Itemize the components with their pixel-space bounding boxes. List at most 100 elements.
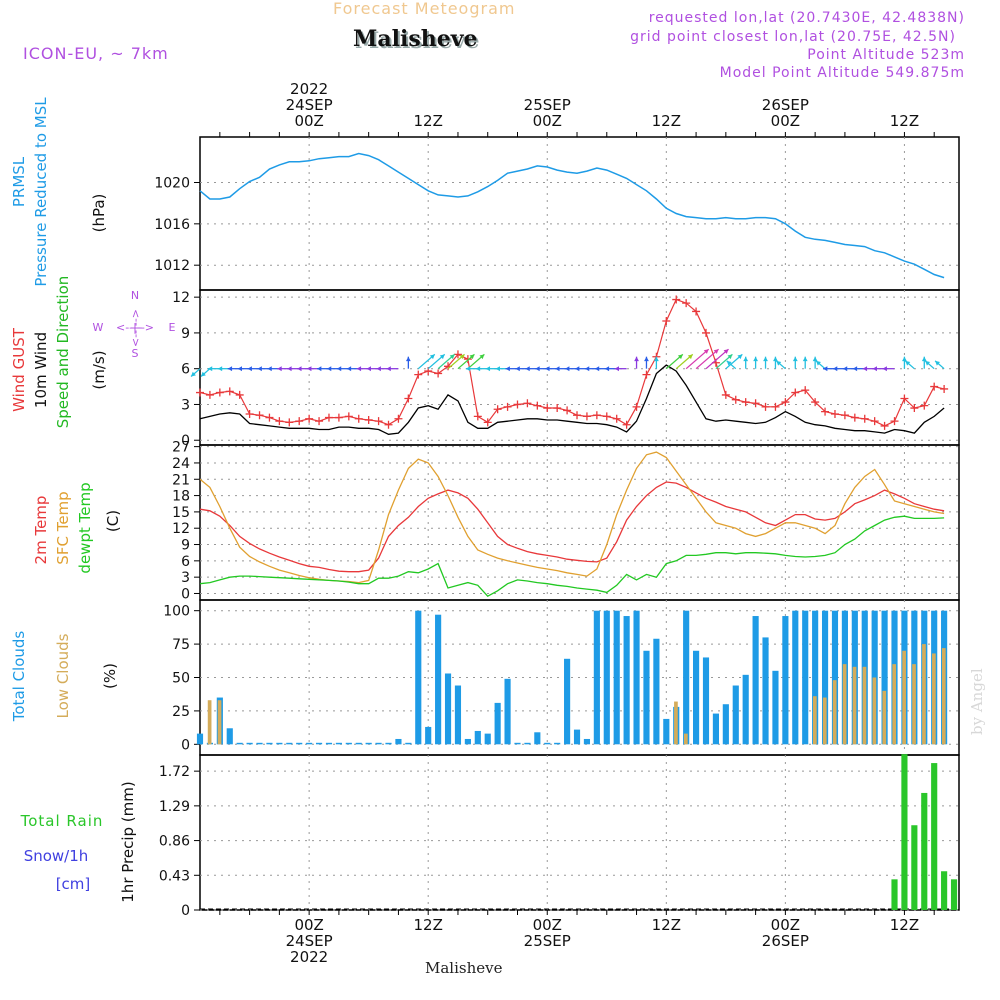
wind-arrow-head xyxy=(935,360,941,366)
wind-gust-marker xyxy=(324,413,333,422)
wind-gust-marker xyxy=(344,412,353,421)
wind-arrow-head xyxy=(505,366,510,372)
total-cloud-bar xyxy=(544,742,551,745)
total-cloud-bar xyxy=(722,704,729,745)
wind-arrow-head xyxy=(376,366,381,372)
wind-gust-marker xyxy=(334,413,343,422)
wind-gust-marker xyxy=(245,410,254,418)
suptitle: Forecast Meteogram xyxy=(333,0,516,18)
wind-arrow-head xyxy=(614,366,620,372)
wind-arrow-head xyxy=(753,356,759,362)
wind-arrow-head xyxy=(237,366,242,372)
total-cloud-bar xyxy=(831,610,839,745)
wind-arrow-head xyxy=(773,356,778,362)
total-cloud-bar xyxy=(613,610,620,745)
temp-sfc-line xyxy=(199,451,945,584)
wind-arrow-head xyxy=(726,360,732,366)
total-cloud-bar xyxy=(325,742,333,745)
wind-arrow-head xyxy=(727,354,733,360)
top-time-label: 12Z xyxy=(890,112,919,130)
wind-gust-marker xyxy=(830,410,839,418)
total-cloud-bar xyxy=(345,742,352,745)
wind-arrow-head xyxy=(574,366,580,372)
wind-arrow-head xyxy=(842,366,848,372)
wind-arrow-head xyxy=(227,366,233,372)
location-title: Malisheve xyxy=(353,26,478,52)
total-cloud-bar xyxy=(564,658,571,745)
dewpoint-line xyxy=(199,515,945,598)
wind-gust-marker xyxy=(900,394,909,403)
total-cloud-bar xyxy=(246,742,253,745)
total-cloud-bar xyxy=(504,678,511,745)
wind-gust-marker xyxy=(196,388,204,397)
low-cloud-bar xyxy=(217,700,222,745)
temperature-ytick-label: 21 xyxy=(172,472,190,488)
wind-ytick-label: 3 xyxy=(181,397,190,413)
wind-arrow-head xyxy=(405,356,411,362)
temperature-ytick-label: 12 xyxy=(172,521,190,537)
wind-arrow-head xyxy=(495,366,500,372)
total-cloud-bar xyxy=(812,610,819,745)
wind-ytick-label: 6 xyxy=(181,362,190,378)
wind-gust-marker xyxy=(453,350,462,359)
bottom-time-label: 25SEP xyxy=(524,932,571,950)
wind-gust-marker xyxy=(702,328,710,337)
wind-gust-marker xyxy=(582,412,591,421)
wind-arrow-head xyxy=(326,366,332,372)
wind-gust-marker xyxy=(543,404,552,413)
wind-arrow-head xyxy=(475,366,481,372)
wind-arrow-head xyxy=(723,349,729,354)
wind-gust-marker xyxy=(255,411,264,420)
snow-unit-label: [cm] xyxy=(56,875,91,893)
total-cloud-bar xyxy=(365,742,372,745)
total-cloud-bar xyxy=(375,742,382,745)
total-cloud-bar xyxy=(603,610,610,745)
precip-ytick-label: 0.43 xyxy=(159,868,190,884)
total-cloud-bar xyxy=(693,650,700,745)
total-cloud-bar xyxy=(762,637,769,745)
total-cloud-bar xyxy=(643,650,650,745)
wind-gust-marker xyxy=(751,399,760,408)
total-cloud-bar xyxy=(573,729,581,745)
low-cloud-bar xyxy=(892,664,897,745)
wind-gust-marker xyxy=(235,390,244,399)
wind-arrow-head xyxy=(816,360,821,366)
wind-10m-label: 10m Wind xyxy=(32,332,50,408)
wind-gust-marker xyxy=(225,387,234,396)
total-cloud-bar xyxy=(266,742,273,745)
wind-gust-marker xyxy=(394,414,403,423)
temperature-ytick-label: 18 xyxy=(172,489,190,505)
total-cloud-bar xyxy=(425,726,432,745)
total-cloud-bar xyxy=(653,638,660,745)
wind-arrow-head xyxy=(200,371,206,377)
total-clouds-label: Total Clouds xyxy=(10,631,28,723)
wind-gust-marker xyxy=(910,404,919,413)
wind-gust-marker xyxy=(563,406,572,415)
wind-arrow-head xyxy=(316,366,322,372)
total-cloud-bar xyxy=(514,742,521,745)
precip-unit: 1hr Precip (mm) xyxy=(119,781,137,902)
bottom-time-label: 12Z xyxy=(890,916,919,934)
total-cloud-bar xyxy=(534,732,541,745)
clouds-ytick-label: 25 xyxy=(172,704,190,720)
wind-arrow-head xyxy=(429,354,435,360)
low-cloud-bar xyxy=(862,666,867,745)
total-cloud-bar xyxy=(435,614,442,745)
temperature-ytick-label: 9 xyxy=(181,538,190,554)
total-cloud-bar xyxy=(554,742,561,745)
top-time-label: 26SEP xyxy=(762,96,809,114)
wind-gust-marker xyxy=(761,402,770,411)
wind-gust-marker xyxy=(682,299,691,308)
low-cloud-bar xyxy=(852,666,857,745)
low-cloud-bar xyxy=(812,696,817,745)
total-cloud-bar xyxy=(663,718,670,745)
wind-gust-marker xyxy=(840,411,849,420)
compass-s: S xyxy=(132,347,139,360)
low-cloud-bar xyxy=(902,650,906,745)
wind-gust-marker xyxy=(513,400,522,409)
wind-gust-marker xyxy=(523,399,532,408)
wind-arrow-head xyxy=(479,354,485,360)
wind-gust-marker xyxy=(930,382,939,391)
total-cloud-bar xyxy=(792,610,799,745)
total-cloud-bar xyxy=(683,610,690,745)
